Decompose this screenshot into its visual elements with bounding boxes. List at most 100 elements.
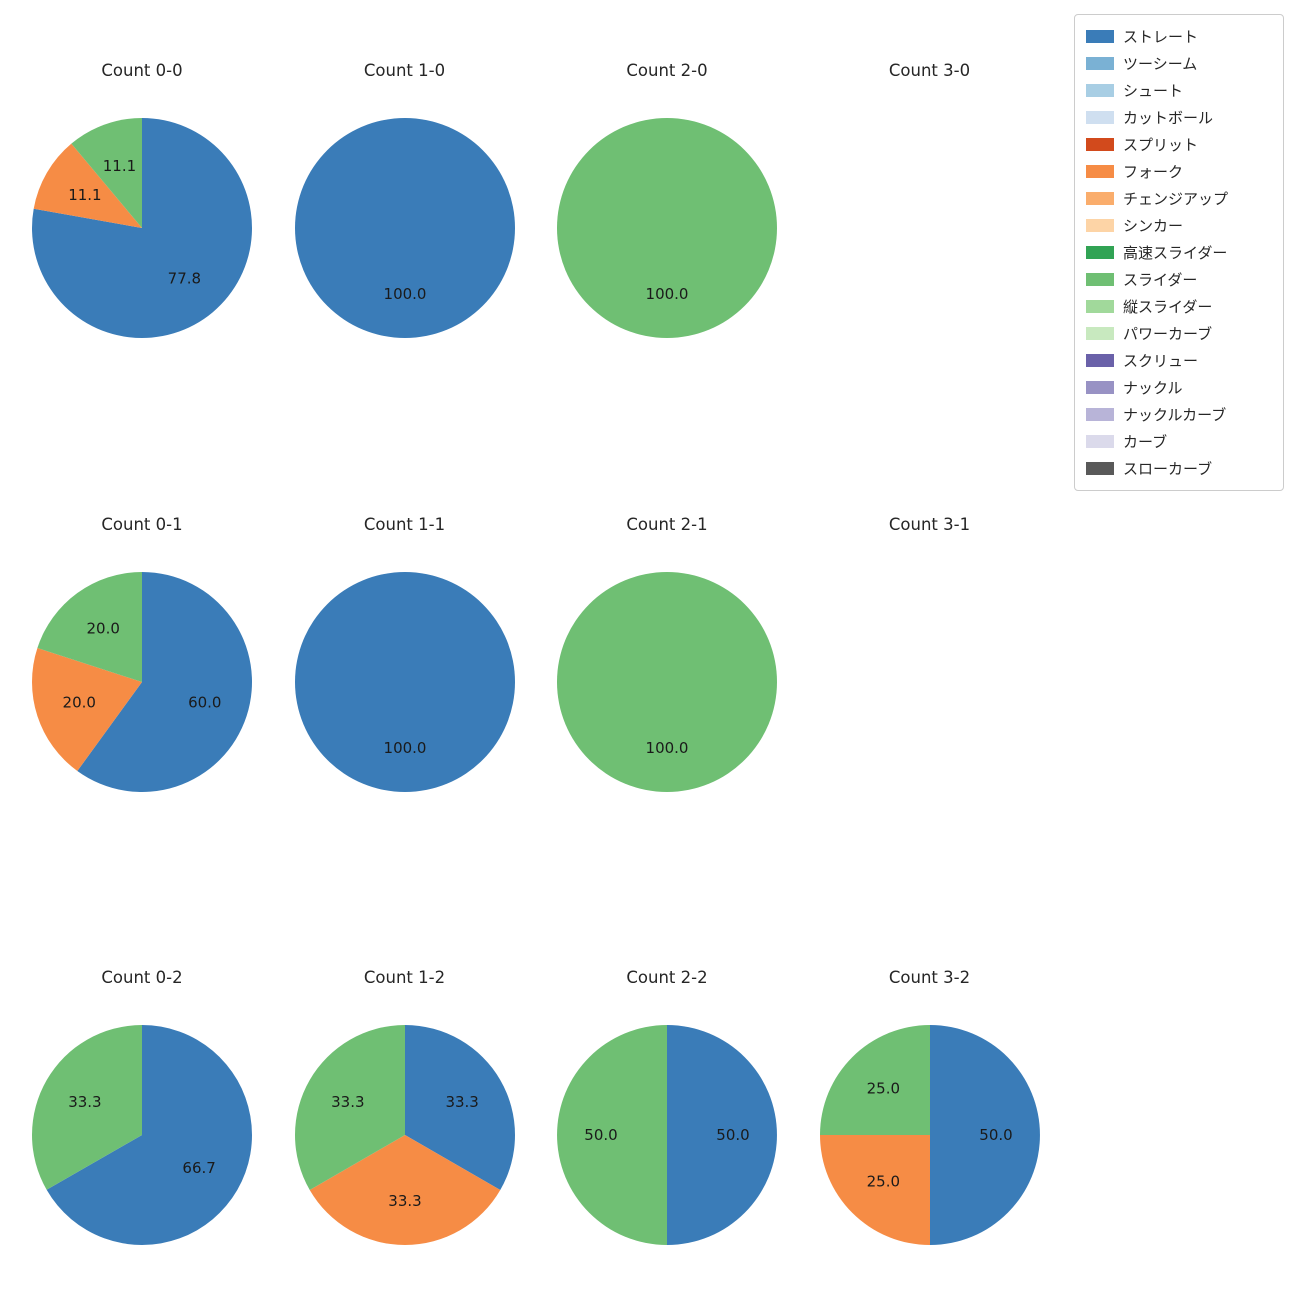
pie-chart-count-1-0: Count 1-0 100.0 xyxy=(274,56,536,340)
pie-chart-count-2-0: Count 2-0 100.0 xyxy=(536,56,798,340)
pie-slice xyxy=(557,1025,667,1245)
legend-swatch-icon xyxy=(1086,111,1114,124)
pie-slice xyxy=(557,118,777,338)
chart-title: Count 3-2 xyxy=(888,968,971,987)
chart-title: Count 0-1 xyxy=(101,514,183,534)
pie-percent-label: 11.1 xyxy=(68,186,101,204)
legend-swatch-icon xyxy=(1086,354,1114,367)
pie-percent-label: 60.0 xyxy=(188,693,221,711)
pie-slice xyxy=(294,571,515,792)
pie-slice xyxy=(77,571,253,792)
legend-swatch-icon xyxy=(1086,462,1114,475)
legend-item: パワーカーブ xyxy=(1086,320,1272,347)
pie-chart-count-3-0: Count 3-0 xyxy=(799,56,1061,86)
legend-swatch-icon xyxy=(1086,381,1114,394)
chart-title: Count 1-2 xyxy=(363,968,446,987)
pie-slice xyxy=(667,1025,777,1245)
pie: 50.0 50.0 xyxy=(557,1025,777,1245)
legend-label: チェンジアップ xyxy=(1123,190,1229,208)
legend-label: フォーク xyxy=(1123,163,1184,181)
pie-chart-count-3-1: Count 3-1 xyxy=(799,510,1061,540)
chart-title: Count 0-2 xyxy=(101,968,183,987)
legend-item: 縦スライダー xyxy=(1086,293,1272,320)
legend-item: カーブ xyxy=(1086,428,1272,455)
pie: 50.0 25.0 25.0 xyxy=(819,1025,1040,1245)
pie-percent-label: 25.0 xyxy=(866,1173,899,1191)
legend-label: ストレート xyxy=(1123,28,1199,46)
pie-slice xyxy=(819,1025,930,1135)
legend-label: スプリット xyxy=(1123,136,1199,154)
legend-item: スプリット xyxy=(1086,131,1272,158)
pie-percent-label: 50.0 xyxy=(584,1126,617,1144)
legend-swatch-icon xyxy=(1086,138,1114,151)
pie-chart-count-0-0: Count 0-0 77.8 11.1 11.1 xyxy=(11,56,273,340)
legend-item: カットボール xyxy=(1086,104,1272,131)
pie-percent-label: 100.0 xyxy=(383,739,426,757)
pie-chart-count-1-1: Count 1-1 100.0 xyxy=(274,510,536,794)
legend-item: スライダー xyxy=(1086,266,1272,293)
legend-swatch-icon xyxy=(1086,246,1114,259)
legend-label: スクリュー xyxy=(1123,352,1199,370)
legend-swatch-icon xyxy=(1086,84,1114,97)
pie: 100.0 xyxy=(294,118,515,338)
legend-swatch-icon xyxy=(1086,165,1114,178)
legend-label: シンカー xyxy=(1123,217,1184,235)
legend-item: ストレート xyxy=(1086,23,1272,50)
pie-chart-count-0-1: Count 0-1 60.0 20.0 20.0 xyxy=(11,510,273,794)
pie: 66.7 33.3 xyxy=(31,1025,253,1245)
pie-slice xyxy=(32,647,142,771)
pie-percent-label: 11.1 xyxy=(103,157,136,175)
pie-percent-label: 33.3 xyxy=(331,1093,364,1111)
legend-label: スライダー xyxy=(1123,271,1198,289)
pie-percent-label: 100.0 xyxy=(646,285,689,303)
legend-item: シンカー xyxy=(1086,212,1272,239)
pie-slice xyxy=(71,118,142,228)
legend-label: カーブ xyxy=(1123,433,1168,451)
legend-swatch-icon xyxy=(1086,57,1114,70)
legend-label: ナックル xyxy=(1123,379,1183,397)
legend-item: ナックル xyxy=(1086,374,1272,401)
pie-slice xyxy=(294,1025,405,1190)
legend-item: ナックルカーブ xyxy=(1086,401,1272,428)
chart-title: Count 2-2 xyxy=(626,968,708,987)
pie-slice xyxy=(32,118,253,338)
pie-slice xyxy=(33,143,142,228)
pie: 60.0 20.0 20.0 xyxy=(32,571,253,792)
legend-swatch-icon xyxy=(1086,192,1114,205)
chart-title: Count 2-0 xyxy=(626,61,708,80)
chart-title: Count 0-0 xyxy=(101,61,183,80)
pie-percent-label: 100.0 xyxy=(383,285,426,303)
pie: 33.3 33.3 33.3 xyxy=(294,1025,515,1245)
legend-item: スクリュー xyxy=(1086,347,1272,374)
pie-slice xyxy=(31,1025,142,1190)
legend-item: ツーシーム xyxy=(1086,50,1272,77)
pie-percent-label: 33.3 xyxy=(388,1192,421,1210)
pie-percent-label: 33.3 xyxy=(68,1093,101,1111)
legend-label: ツーシーム xyxy=(1123,55,1198,73)
legend-label: 高速スライダー xyxy=(1123,244,1228,262)
legend-label: ナックルカーブ xyxy=(1123,406,1227,424)
pie-percent-label: 20.0 xyxy=(87,619,120,637)
legend-label: シュート xyxy=(1123,82,1184,100)
legend-item: シュート xyxy=(1086,77,1272,104)
pie-slice xyxy=(404,1025,515,1190)
pie-percent-label: 66.7 xyxy=(182,1159,215,1177)
chart-title: Count 3-1 xyxy=(888,514,971,534)
pie-chart-count-0-2: Count 0-2 66.7 33.3 xyxy=(11,963,273,1247)
pie-percent-label: 50.0 xyxy=(979,1126,1012,1144)
legend: ストレートツーシームシュートカットボール スプリットフォークチェンジアップ シンカー… xyxy=(1074,14,1284,491)
legend-label: カットボール xyxy=(1123,109,1214,127)
pie-slice xyxy=(37,571,142,682)
legend-swatch-icon xyxy=(1086,408,1114,421)
legend-swatch-icon xyxy=(1086,30,1114,43)
pie-slice xyxy=(929,1025,1040,1245)
chart-title: Count 2-1 xyxy=(626,514,708,534)
pie-slice xyxy=(46,1025,253,1245)
legend-swatch-icon xyxy=(1086,327,1114,340)
pie-slice xyxy=(557,571,777,792)
legend-label: 縦スライダー xyxy=(1123,298,1213,316)
pie: 77.8 11.111.1 xyxy=(32,118,253,338)
chart-title: Count 1-0 xyxy=(363,61,446,80)
legend-item: チェンジアップ xyxy=(1086,185,1272,212)
legend-swatch-icon xyxy=(1086,300,1114,313)
